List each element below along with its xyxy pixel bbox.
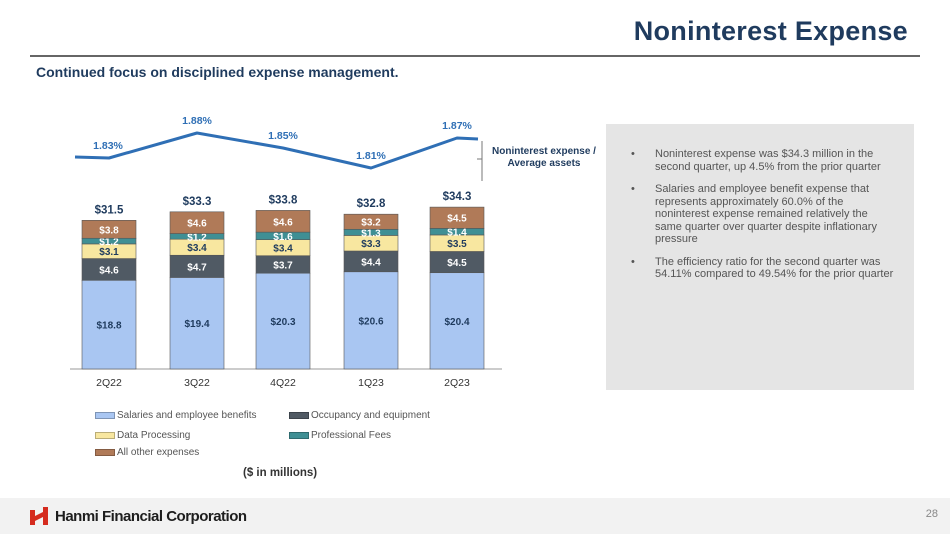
bar-segment-other [81,220,137,239]
commentary-text: The efficiency ratio for the second quar… [655,255,894,281]
bar-value-label: $3.2 [361,218,381,229]
ratio-series-label: Noninterest expense / Average assets [492,146,596,169]
x-tick-label: 1Q23 [358,377,384,389]
legend-swatch-professional-fees [289,432,309,439]
bar-value-label: $3.8 [99,225,119,236]
commentary-bullet: • The efficiency ratio for the second qua… [631,256,894,281]
legend-label-occupancy: Occupancy and equipment [311,410,430,421]
x-tick-label: 2Q23 [444,377,470,389]
legend-label-data-processing: Data Processing [117,430,191,441]
bar-segment-other [343,213,399,230]
legend-item-professional-fees: Professional Fees [289,430,391,441]
bar-segment-salaries [343,271,399,370]
bar-value-label: $3.1 [99,247,119,258]
bullet-icon: • [631,148,635,160]
stacked-bar-chart: $18.8$4.6$3.1$1.2$3.8$31.52Q22$19.4$4.7$… [70,115,502,389]
legend-item-salaries: Salaries and employee benefits [95,410,257,421]
bar-value-label: $4.6 [273,217,293,228]
bar-value-label: $20.6 [358,316,383,327]
legend-item-data-processing: Data Processing [95,430,190,441]
x-tick-label: 3Q22 [184,377,210,389]
commentary-list: • Noninterest expense was $34.3 million i… [606,124,914,281]
bar-value-label: $3.4 [273,244,293,255]
bar-total-label: $34.3 [443,191,472,203]
bar-value-label: $1.6 [273,232,293,243]
units-note: ($ in millions) [243,467,318,479]
company-name: Hanmi Financial Corporation [55,507,247,525]
bar-value-label: $20.3 [270,317,295,328]
commentary-text: Noninterest expense was $34.3 million in… [655,148,881,173]
legend-item-other-expenses: All other expenses [95,447,199,458]
ratio-series-line [74,131,479,170]
x-tick-label: 2Q22 [96,377,122,389]
bar-value-label: $3.4 [187,243,207,254]
bar-value-label: $3.5 [447,239,467,250]
bar-value-label: $4.6 [187,219,207,230]
commentary-bullet: • Noninterest expense was $34.3 million i… [631,148,894,173]
bar-value-label: $4.4 [361,257,381,268]
ratio-label-bracket [477,141,483,181]
bar-segment-salaries [169,277,225,370]
company-logo: Hanmi Financial Corporation [30,507,247,525]
bar-value-label: $4.6 [99,265,119,276]
page-subtitle: Continued focus on disciplined expense m… [36,64,399,80]
legend-label-other-expenses: All other expenses [117,447,200,458]
hanmi-logo-icon [30,507,48,525]
legend-item-occupancy: Occupancy and equipment [289,410,430,421]
commentary-bullet: • Salaries and employee benefit expense t… [631,183,894,246]
commentary-panel: • Noninterest expense was $34.3 million i… [606,124,914,390]
bar-value-label: $18.8 [96,321,121,332]
bar-total-label: $33.3 [183,196,212,208]
bar-value-label: $1.2 [99,237,119,248]
bar-segment-salaries [429,272,485,370]
legend-swatch-other-expenses [95,449,115,456]
bar-value-label: $20.4 [444,317,469,328]
x-tick-label: 4Q22 [270,377,296,389]
bar-value-label: $3.7 [273,260,293,271]
ratio-data-label: 1.81% [356,150,386,162]
ratio-data-label: 1.85% [268,130,298,142]
bar-value-label: $4.5 [447,214,467,225]
bullet-icon: • [631,255,635,268]
bar-value-label: $19.4 [184,319,209,330]
legend-swatch-occupancy [289,412,309,419]
page-title: Noninterest Expense [633,16,908,46]
legend-swatch-salaries [95,412,115,419]
bar-total-label: $32.8 [357,198,386,210]
commentary-text: Salaries and employee benefit expense th… [655,183,877,245]
legend-swatch-data-processing [95,432,115,439]
bar-value-label: $4.5 [447,258,467,269]
bar-value-label: $3.3 [361,239,381,250]
ratio-data-label: 1.87% [442,120,472,132]
bar-segment-other [429,206,485,229]
bar-total-label: $31.5 [95,204,124,216]
bar-value-label: $1.3 [361,228,381,239]
title-divider [30,55,920,57]
bar-value-label: $1.4 [447,228,467,239]
bar-value-label: $1.2 [187,232,207,243]
bar-segment-salaries [255,272,311,370]
legend-label-professional-fees: Professional Fees [311,430,392,441]
bullet-icon: • [631,183,635,195]
bar-segment-other [169,211,225,234]
bar-segment-salaries [81,279,137,370]
ratio-data-label: 1.83% [93,140,123,152]
footer-bar: Hanmi Financial Corporation 28 [0,498,950,534]
legend-label-salaries: Salaries and employee benefits [117,410,257,421]
bar-segment-other [255,210,311,233]
bar-value-label: $4.7 [187,262,207,273]
bar-total-label: $33.8 [269,194,298,206]
page-number: 28 [925,508,938,520]
ratio-data-label: 1.88% [182,115,212,127]
